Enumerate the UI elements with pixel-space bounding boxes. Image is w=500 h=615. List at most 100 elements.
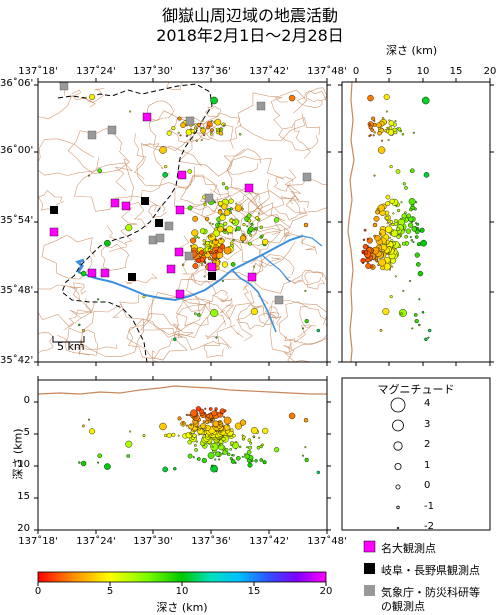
bottom-section-depth-tick-label: 5 [23,427,30,438]
right-section-event-marker [418,323,421,327]
right-section-event-marker [384,129,387,133]
bottom-section-event-marker [202,420,206,423]
bottom-section-event-marker [177,434,180,437]
map-event-marker [219,237,222,240]
bottom-section-event-marker [218,421,221,424]
right-section-event-marker [418,298,421,301]
right-section-event-marker [381,117,385,120]
right-section-event-marker [385,215,390,220]
map-event-marker [214,259,217,262]
right-section-axis-title: 深さ (km) [386,44,438,57]
bottom-section-event-marker [78,461,81,464]
map-event-marker [223,209,231,216]
right-section-event-marker [363,228,367,232]
right-section-event-marker [373,215,380,222]
scale-bar-label: 5 km [57,340,85,353]
map-event-marker [199,126,202,129]
map-event-marker [214,238,218,242]
right-section-event-marker [401,213,407,219]
bottom-section-event-marker [192,433,197,438]
bottom-section-event-marker [210,464,214,468]
map-lat-tick-label: 36˚00' [0,145,34,156]
bottom-section-event-marker [303,418,309,423]
map-event-marker [229,207,233,211]
bottom-section-event-marker [223,415,226,418]
right-section-event-marker [423,171,430,178]
right-section-depth-tick-label: 15 [449,66,463,77]
right-section-event-marker [380,139,384,142]
bottom-section-event-marker [104,463,111,470]
bottom-section-event-marker [201,457,207,464]
bottom-section-event-marker [259,458,264,462]
bottom-section-event-marker [171,432,176,437]
map-event-marker [189,128,192,131]
right-section-event-marker [417,242,422,247]
map-event-marker [125,224,133,232]
nagoya-station-marker [207,262,217,272]
gifu-nagano-station-marker [128,273,136,281]
bottom-section-event-marker [129,430,132,433]
jma-station-marker [164,221,174,231]
bottom-section-event-marker [230,459,236,464]
right-section-event-marker [377,131,382,136]
right-section-event-marker [408,198,416,205]
map-event-marker [221,182,226,186]
map-event-marker [259,225,263,230]
right-section-event-marker [400,217,403,220]
bottom-section-event-marker [247,438,252,443]
nagoya-station-marker [100,268,110,278]
right-section-ticks [338,78,494,366]
map-event-marker [303,222,309,228]
map-event-marker [196,313,201,317]
bottom-section-event-marker [229,457,233,461]
right-section-event-marker [389,223,392,226]
right-section-event-marker [385,201,391,207]
right-section-event-marker [427,336,430,339]
map-lon-tick-label: 137˚42' [249,66,289,77]
right-section-event-marker [391,265,394,268]
map-event-marker [210,133,213,136]
nagoya-station-marker [247,272,257,282]
right-section-event-marker [365,263,372,269]
map-event-marker [216,129,220,133]
map-event-marker [246,225,249,228]
right-section-event-marker [386,252,389,255]
right-section-event-marker [362,243,369,250]
magnitude-legend [341,377,491,531]
jma-station-marker [204,193,214,203]
nagoya-station-label: 名大観測点 [381,542,436,555]
bottom-section-event-marker [229,441,234,446]
bottom-section-event-marker [210,442,219,451]
map-event-marker [199,228,206,234]
map-event-marker [194,123,197,126]
jma-station-marker [87,130,97,140]
map-event-marker [80,270,87,277]
map-event-marker [197,236,200,239]
bottom-section-event-marker [224,447,229,452]
right-section-event-marker [396,234,401,239]
map-event-marker [252,265,255,268]
jma-station-label-line2: の観測点 [381,600,425,613]
map-event-marker [210,128,214,132]
right-depth-section [338,78,494,366]
map-event-marker [200,264,203,267]
bottom-section-event-marker [166,432,172,438]
right-section-event-marker [400,201,403,204]
right-section-event-marker [408,222,414,228]
jma-station-label-line1: 気象庁・防災科研等 [381,586,480,599]
bottom-section-event-marker [214,458,217,461]
jma-station-marker [107,125,117,135]
map-event-marker [209,244,212,247]
map-event-marker [104,239,111,247]
bottom-section-event-marker [246,449,252,455]
bottom-section-event-marker [227,424,230,427]
magnitude-legend-circle [396,505,400,510]
map-event-marker [201,120,204,123]
bottom-section-event-marker [304,457,309,462]
gifu-nagano-station-marker [155,219,163,227]
map-event-marker [227,232,230,235]
colorbar-tick-label: 20 [319,586,333,597]
magnitude-legend-circle [395,484,401,490]
map-event-marker [181,263,185,266]
